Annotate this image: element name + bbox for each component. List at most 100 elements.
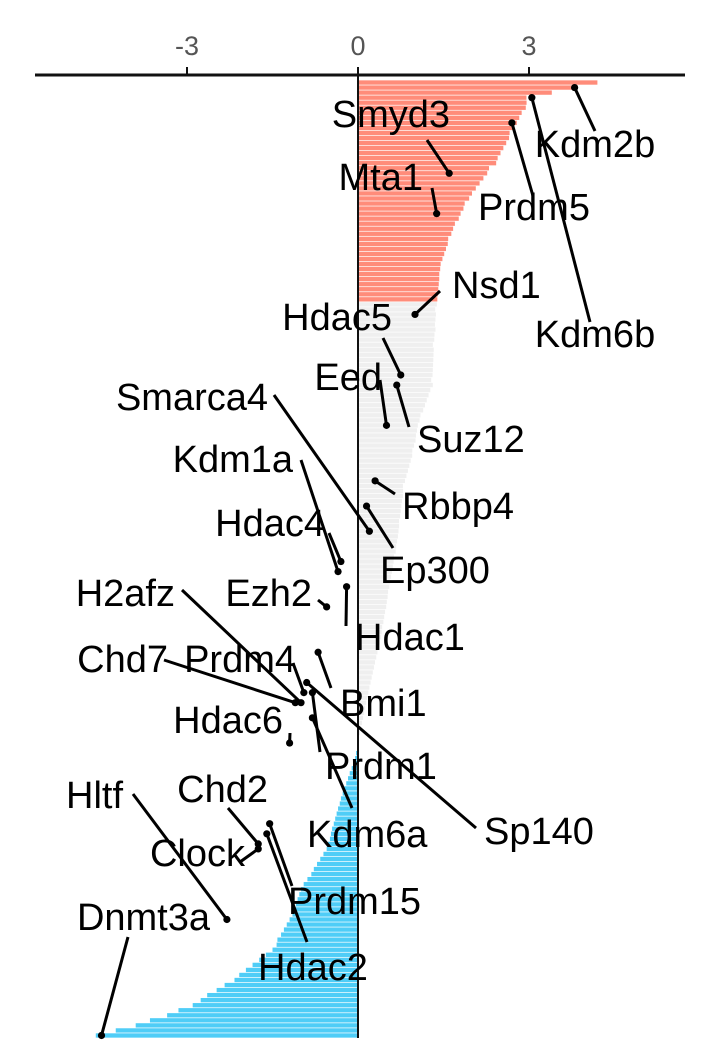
gene-point-hdac1 xyxy=(343,583,351,591)
bar-down xyxy=(348,776,358,781)
leader-line-kdm2b xyxy=(573,86,597,132)
gene-label-nsd1: Nsd1 xyxy=(452,265,541,307)
bar-neutral xyxy=(358,478,406,484)
bar-neutral xyxy=(358,655,377,660)
gene-label-ezh2: Ezh2 xyxy=(225,573,312,615)
bar-down xyxy=(349,771,358,776)
leader-line-chd7 xyxy=(163,658,296,705)
gene-point-prdm15 xyxy=(266,820,274,828)
bar-down xyxy=(326,846,358,852)
bar-down xyxy=(355,755,358,761)
bar-down xyxy=(95,1033,359,1038)
bar-down xyxy=(342,791,358,796)
gene-point-hdac2 xyxy=(263,830,271,838)
bar-up xyxy=(358,95,527,100)
bar-neutral xyxy=(358,594,388,599)
bar-neutral xyxy=(358,574,392,579)
leader-line-prdm1 xyxy=(310,692,322,753)
bar-down xyxy=(317,861,358,867)
gene-label-hdac6: Hdac6 xyxy=(173,700,283,742)
bar-neutral xyxy=(358,493,403,499)
bar-neutral xyxy=(358,539,398,544)
bar-neutral xyxy=(358,720,362,726)
bar-neutral xyxy=(358,534,398,539)
bar-up xyxy=(358,282,439,287)
bar-down xyxy=(115,1028,358,1033)
bar-neutral xyxy=(358,428,417,433)
leader-line-smyd3 xyxy=(425,139,451,175)
gene-label-smyd3: Smyd3 xyxy=(332,94,450,136)
bar-neutral xyxy=(358,413,421,418)
gene-point-kdm6b xyxy=(528,94,536,102)
bar-neutral xyxy=(358,367,433,373)
bar-up xyxy=(358,216,459,221)
gene-label-sp140: Sp140 xyxy=(484,811,594,853)
bar-up xyxy=(358,110,522,115)
bar-down xyxy=(301,887,358,892)
gene-point-prdm5 xyxy=(508,119,516,127)
bar-neutral xyxy=(358,352,434,357)
gene-label-suz12: Suz12 xyxy=(417,419,525,461)
bar-up xyxy=(358,150,501,156)
bar-neutral xyxy=(358,624,383,630)
gene-label-prdm1: Prdm1 xyxy=(325,746,437,788)
bar-down xyxy=(192,1003,358,1008)
leader-line-chd2 xyxy=(226,807,260,845)
bar-up xyxy=(358,105,526,110)
bar-neutral xyxy=(358,458,411,463)
bar-neutral xyxy=(358,564,393,569)
bar-neutral xyxy=(358,519,399,524)
bar-neutral xyxy=(358,403,425,408)
bar-down xyxy=(323,851,358,857)
bar-down xyxy=(333,821,358,826)
leader-line-hdac5 xyxy=(381,337,403,376)
bar-neutral xyxy=(358,322,435,327)
gene-point-hdac4 xyxy=(337,557,345,566)
gene-point-hdac5 xyxy=(397,371,405,379)
leader-line-kdm6b xyxy=(530,97,592,323)
leader-line-hdac1 xyxy=(344,586,349,627)
bar-down xyxy=(167,1013,358,1018)
bar-up xyxy=(358,155,498,161)
bar-neutral xyxy=(358,342,433,347)
x-tick-label: -3 xyxy=(175,31,199,61)
bar-up xyxy=(358,251,445,257)
bar-down xyxy=(330,831,358,836)
bar-neutral xyxy=(358,614,385,620)
x-axis: -3 0 3 xyxy=(35,31,685,1038)
bar-neutral xyxy=(358,599,387,605)
bar-down xyxy=(200,998,358,1003)
bar-down xyxy=(234,977,358,983)
bar-neutral xyxy=(358,433,416,438)
gene-point-ezh2 xyxy=(323,603,331,611)
bar-down xyxy=(307,877,358,882)
bar-down xyxy=(320,856,358,862)
bar-up xyxy=(358,125,515,131)
gene-label-mta1: Mta1 xyxy=(339,157,423,199)
gene-label-hdac2: Hdac2 xyxy=(258,947,368,989)
leader-line-ep300 xyxy=(365,505,395,549)
gene-point-smyd3 xyxy=(445,169,453,177)
bar-up xyxy=(358,271,440,277)
bar-neutral xyxy=(358,670,373,675)
gene-point-kdm6a xyxy=(308,714,316,722)
bar-down xyxy=(311,871,358,877)
bar-up xyxy=(358,176,484,181)
bar-neutral xyxy=(358,347,434,352)
bar-up xyxy=(358,236,449,241)
gene-label-bmi1: Bmi1 xyxy=(340,683,427,725)
bar-up xyxy=(358,241,448,247)
leader-line-hdac4 xyxy=(327,532,343,563)
bar-down xyxy=(295,907,358,912)
gene-label-kdm6b: Kdm6b xyxy=(535,314,655,356)
leader-line-nsd1 xyxy=(413,289,442,316)
bar-neutral xyxy=(358,604,387,610)
bar-up xyxy=(358,166,489,171)
bar-neutral xyxy=(358,418,420,423)
bar-down xyxy=(289,917,358,922)
bar-neutral xyxy=(358,584,390,589)
bar-neutral xyxy=(358,513,401,519)
x-tick-label: 0 xyxy=(350,31,365,61)
gene-point-chd2 xyxy=(254,840,262,848)
bar-up xyxy=(358,261,441,267)
